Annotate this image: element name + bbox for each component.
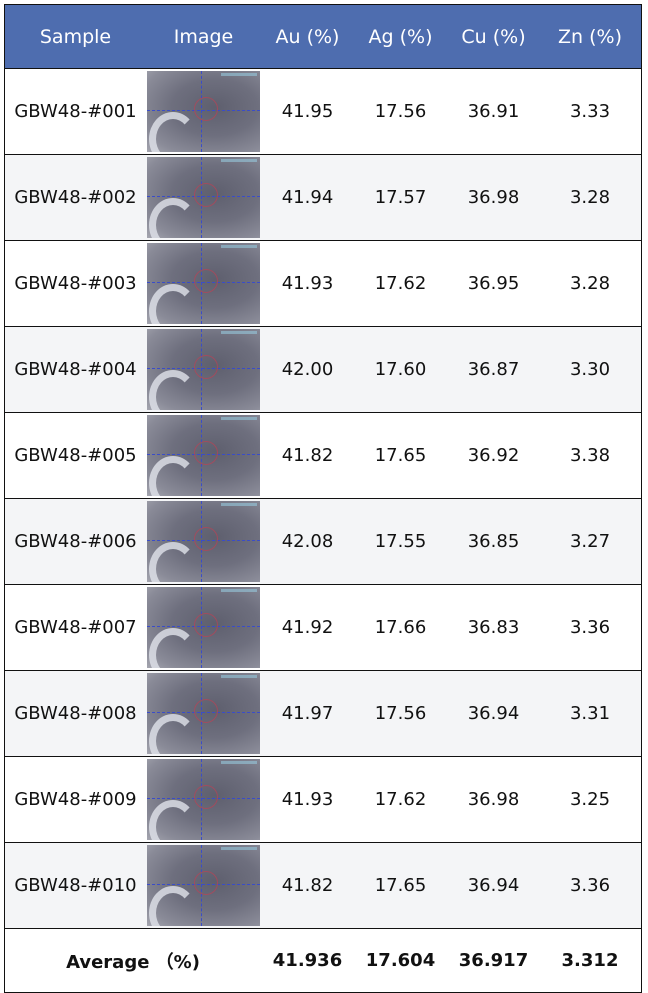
zn-value: 3.36 (569, 875, 611, 896)
header-image: Image (173, 25, 234, 48)
au-value: 41.97 (281, 703, 334, 724)
zn-value: 3.28 (569, 187, 611, 208)
average-row: Average （%) 41.936 17.604 36.917 3.312 (5, 929, 641, 992)
sample-micrograph-image (147, 587, 260, 668)
table-row: GBW48-#006 42.08 17.55 36.85 3.27 (5, 499, 641, 585)
header-ag: Ag (%) (368, 25, 433, 48)
ag-value: 17.60 (374, 359, 427, 380)
zn-value: 3.36 (569, 617, 611, 638)
cu-value: 36.91 (467, 101, 520, 122)
sample-id: GBW48-#002 (14, 187, 137, 208)
header-cu: Cu (%) (461, 25, 526, 48)
table-row: GBW48-#003 41.93 17.62 36.95 3.28 (5, 241, 641, 327)
sample-id: GBW48-#008 (14, 703, 137, 724)
cu-value: 36.92 (467, 445, 520, 466)
sample-id: GBW48-#006 (14, 531, 137, 552)
header-sample: Sample (39, 25, 112, 48)
sample-id: GBW48-#003 (14, 273, 137, 294)
au-value: 41.93 (281, 789, 334, 810)
ag-value: 17.56 (374, 101, 427, 122)
cu-value: 36.94 (467, 875, 520, 896)
au-value: 41.82 (281, 445, 334, 466)
zn-value: 3.27 (569, 531, 611, 552)
header-zn: Zn (%) (558, 25, 622, 48)
zn-value: 3.38 (569, 445, 611, 466)
cu-value: 36.98 (467, 187, 520, 208)
average-au: 41.936 (272, 950, 343, 971)
ag-value: 17.55 (374, 531, 427, 552)
au-value: 41.95 (281, 101, 334, 122)
table-row: GBW48-#004 42.00 17.60 36.87 3.30 (5, 327, 641, 413)
au-value: 41.82 (281, 875, 334, 896)
zn-value: 3.31 (569, 703, 611, 724)
table-row: GBW48-#008 41.97 17.56 36.94 3.31 (5, 671, 641, 757)
zn-value: 3.33 (569, 101, 611, 122)
au-value: 41.94 (281, 187, 334, 208)
ag-value: 17.62 (374, 789, 427, 810)
sample-micrograph-image (147, 243, 260, 324)
average-cu: 36.917 (458, 950, 529, 971)
table-header: Sample Image Au (%) Ag (%) Cu (%) Zn (%) (5, 5, 641, 69)
sample-micrograph-image (147, 415, 260, 496)
au-value: 41.93 (281, 273, 334, 294)
cu-value: 36.87 (467, 359, 520, 380)
sample-micrograph-image (147, 157, 260, 238)
sample-micrograph-image (147, 501, 260, 582)
sample-id: GBW48-#010 (14, 875, 137, 896)
sample-micrograph-image (147, 673, 260, 754)
au-value: 41.92 (281, 617, 334, 638)
ag-value: 17.65 (374, 445, 427, 466)
cu-value: 36.83 (467, 617, 520, 638)
au-value: 42.08 (281, 531, 334, 552)
sample-id: GBW48-#004 (14, 359, 137, 380)
sample-id: GBW48-#001 (14, 101, 137, 122)
table-row: GBW48-#005 41.82 17.65 36.92 3.38 (5, 413, 641, 499)
table-row: GBW48-#001 41.95 17.56 36.91 3.33 (5, 69, 641, 155)
cu-value: 36.94 (467, 703, 520, 724)
ag-value: 17.56 (374, 703, 427, 724)
au-value: 42.00 (281, 359, 334, 380)
average-zn: 3.312 (561, 950, 619, 971)
average-ag: 17.604 (365, 950, 436, 971)
table-row: GBW48-#002 41.94 17.57 36.98 3.28 (5, 155, 641, 241)
sample-micrograph-image (147, 71, 260, 152)
results-table: Sample Image Au (%) Ag (%) Cu (%) Zn (%)… (4, 4, 642, 993)
average-label: Average （%) (66, 951, 200, 973)
table-row: GBW48-#010 41.82 17.65 36.94 3.36 (5, 843, 641, 929)
cu-value: 36.85 (467, 531, 520, 552)
table-row: GBW48-#009 41.93 17.62 36.98 3.25 (5, 757, 641, 843)
ag-value: 17.57 (374, 187, 427, 208)
sample-id: GBW48-#007 (14, 617, 137, 638)
zn-value: 3.28 (569, 273, 611, 294)
ag-value: 17.66 (374, 617, 427, 638)
ag-value: 17.65 (374, 875, 427, 896)
sample-micrograph-image (147, 845, 260, 926)
sample-micrograph-image (147, 329, 260, 410)
zn-value: 3.25 (569, 789, 611, 810)
ag-value: 17.62 (374, 273, 427, 294)
sample-micrograph-image (147, 759, 260, 840)
header-au: Au (%) (275, 25, 340, 48)
cu-value: 36.95 (467, 273, 520, 294)
cu-value: 36.98 (467, 789, 520, 810)
zn-value: 3.30 (569, 359, 611, 380)
table-row: GBW48-#007 41.92 17.66 36.83 3.36 (5, 585, 641, 671)
sample-id: GBW48-#009 (14, 789, 137, 810)
sample-id: GBW48-#005 (14, 445, 137, 466)
